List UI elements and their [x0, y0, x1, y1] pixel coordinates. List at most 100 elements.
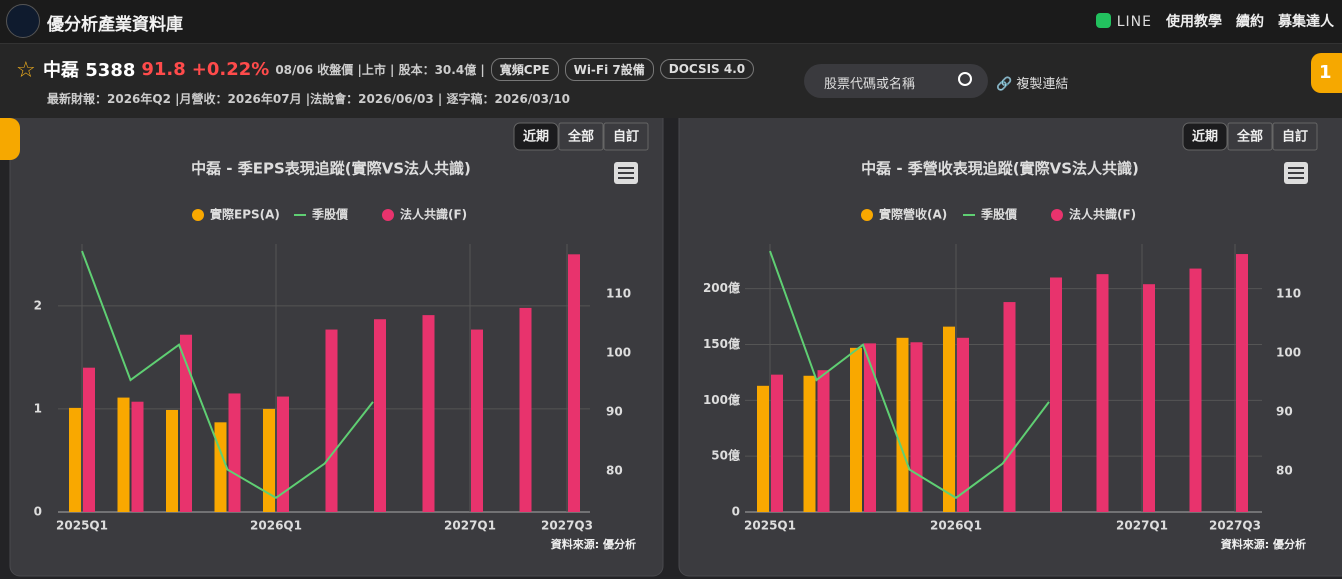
favorite-star[interactable]: ☆ — [16, 58, 36, 83]
range-button-label: 自訂 — [1282, 129, 1308, 145]
y2-tick-label: 100 — [1276, 345, 1301, 359]
bar[interactable] — [422, 315, 435, 512]
x-tick-label: 2027Q1 — [444, 519, 496, 533]
tip-button[interactable] — [0, 118, 20, 160]
y2-tick-label: 100 — [606, 345, 631, 359]
menu-icon-line — [1288, 167, 1304, 169]
y-tick-label: 0 — [34, 505, 42, 519]
bar[interactable] — [214, 422, 227, 512]
x-tick-label: 2027Q1 — [1116, 519, 1168, 533]
x-tick-label: 2025Q1 — [744, 519, 796, 533]
range-button-label: 自訂 — [613, 129, 639, 145]
y2-tick-label: 80 — [1276, 463, 1293, 477]
menu-icon-line — [1288, 177, 1304, 179]
site-title[interactable]: 優分析產業資料庫 — [47, 15, 183, 35]
menu-icon-line — [618, 177, 634, 179]
legend-label[interactable]: 法人共識(F) — [400, 207, 467, 222]
chart-title: 中磊 - 季EPS表現追蹤(實際VS法人共識) — [191, 160, 471, 178]
tag[interactable]: 寬頻CPE — [490, 57, 559, 81]
bar[interactable] — [1143, 284, 1155, 512]
range-button[interactable] — [1272, 122, 1318, 151]
bar[interactable] — [166, 409, 178, 512]
bar[interactable] — [568, 254, 580, 513]
bar[interactable] — [957, 337, 969, 512]
stock-info: 08/06 收盤價 |上市 | 股本：30.4億 | — [275, 62, 485, 77]
bar[interactable] — [277, 396, 289, 512]
x-tick-label: 2027Q3 — [1209, 519, 1261, 533]
bar[interactable] — [803, 375, 816, 512]
x-tick-label: 2026Q1 — [930, 519, 982, 533]
range-button[interactable] — [1227, 122, 1273, 151]
legend-label[interactable]: 季股價 — [980, 207, 1018, 222]
range-button[interactable] — [513, 122, 559, 151]
bar[interactable] — [896, 337, 909, 512]
bar[interactable] — [757, 385, 769, 512]
y2-tick-label: 80 — [606, 463, 623, 477]
y-tick-label: 2 — [34, 298, 42, 312]
bar[interactable] — [131, 401, 144, 512]
nav: LINE 使用教學 續約 募集達人 — [1095, 11, 1334, 31]
range-button[interactable] — [1182, 122, 1228, 151]
stock-price: 91.8 — [141, 58, 186, 80]
x-tick-label: 2027Q3 — [541, 519, 593, 533]
bar[interactable] — [864, 343, 876, 512]
stock-change: +0.22% — [191, 58, 270, 80]
range-button[interactable] — [558, 122, 604, 151]
bar[interactable] — [69, 407, 81, 512]
bar[interactable] — [1236, 254, 1248, 513]
bar[interactable] — [943, 326, 955, 512]
bar[interactable] — [910, 342, 923, 512]
bar[interactable] — [771, 374, 783, 512]
top-bar: 優分析產業資料庫 LINE 使用教學 續約 募集達人 — [0, 0, 1342, 44]
nav-line[interactable]: LINE — [1095, 12, 1152, 30]
y-tick-label: 0 — [732, 505, 740, 519]
menu-icon-line — [618, 167, 634, 169]
tag[interactable]: Wi-Fi 7設備 — [564, 57, 654, 81]
bar[interactable] — [1096, 274, 1109, 512]
bar[interactable] — [228, 393, 241, 512]
bar[interactable] — [1050, 277, 1062, 513]
nav-text: LINE — [1116, 13, 1152, 30]
bar[interactable] — [117, 397, 130, 512]
bar[interactable] — [83, 367, 95, 512]
bar[interactable] — [325, 329, 338, 512]
bar[interactable] — [850, 347, 862, 512]
legend-label[interactable]: 實際EPS(A) — [210, 207, 280, 222]
range-button[interactable] — [603, 122, 649, 151]
nav-item[interactable]: 續約 — [1236, 14, 1264, 30]
tag[interactable]: DOCSIS 4.0 — [659, 59, 755, 79]
search-placeholder: 股票代碼或名稱 — [824, 77, 916, 92]
stock-name: 中磊 5388 — [43, 60, 136, 81]
logo[interactable] — [6, 4, 40, 38]
menu-icon-line — [1288, 172, 1304, 174]
copy-link[interactable]: 🔗 複製連結 — [996, 77, 1069, 92]
price-line — [81, 250, 374, 500]
bar[interactable] — [374, 319, 386, 512]
price-line — [769, 250, 1050, 500]
x-tick-label: 2026Q1 — [250, 519, 302, 533]
nav-item[interactable]: 募集達人 — [1278, 14, 1334, 30]
bar[interactable] — [180, 334, 192, 512]
range-button-label: 近期 — [523, 129, 549, 145]
bar[interactable] — [263, 408, 275, 512]
bar[interactable] — [1003, 302, 1016, 512]
y2-tick-label: 110 — [1276, 287, 1301, 301]
y2-tick-label: 110 — [606, 287, 631, 301]
bar[interactable] — [519, 307, 532, 512]
nav-item[interactable]: 使用教學 — [1166, 14, 1222, 30]
bar[interactable] — [817, 370, 830, 512]
search-box[interactable]: 股票代碼或名稱 — [804, 64, 988, 98]
legend-label[interactable]: 季股價 — [311, 207, 349, 222]
bar[interactable] — [1189, 268, 1202, 512]
menu-icon-line — [618, 172, 634, 174]
bar[interactable] — [471, 329, 483, 512]
y-tick-label: 150億 — [703, 336, 740, 351]
badge[interactable]: 1 — [1311, 53, 1342, 93]
range-button-label: 全部 — [1236, 129, 1263, 145]
range-button-label: 全部 — [567, 129, 594, 145]
legend-label[interactable]: 法人共識(F) — [1069, 207, 1136, 222]
legend-label[interactable]: 實際營收(A) — [879, 207, 947, 222]
source-note: 資料來源: 優分析 — [1221, 537, 1306, 551]
x-tick-label: 2025Q1 — [56, 519, 108, 533]
